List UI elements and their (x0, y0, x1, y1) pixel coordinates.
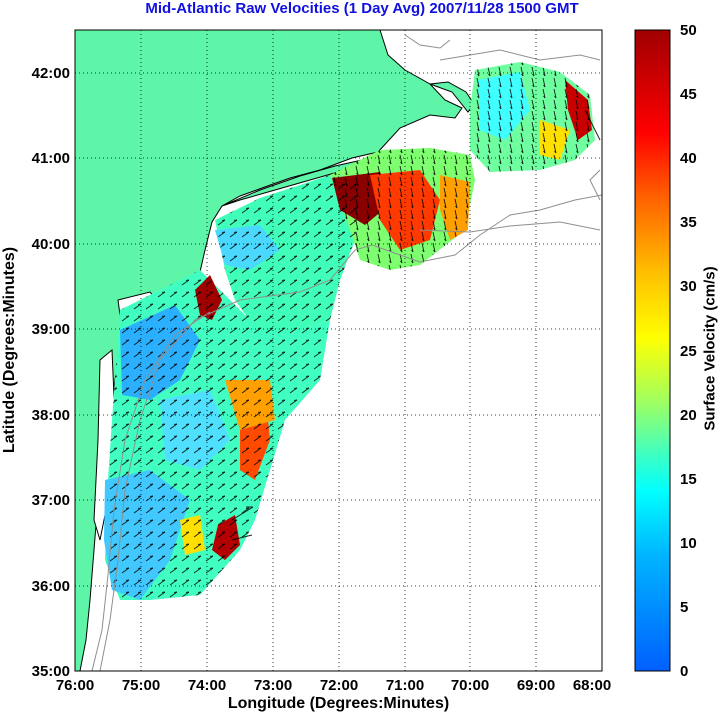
y-axis-label: Latitude (Degrees:Minutes) (1, 246, 18, 454)
y-tick-label: 35:00 (32, 663, 70, 680)
colorbar-tick-label: 20 (680, 407, 697, 424)
x-tick-label: 69:00 (517, 677, 555, 694)
colorbar-tick-label: 5 (680, 599, 688, 616)
colorbar-ticks: 0 5 10 15 20 25 30 35 40 45 50 (680, 22, 697, 680)
y-tick-label: 40:00 (32, 236, 70, 253)
colorbar-tick-label: 40 (680, 150, 697, 167)
colorbar-tick-label: 35 (680, 214, 697, 231)
map-title: Mid-Atlantic Raw Velocities (1 Day Avg) … (145, 0, 579, 17)
x-tick-label: 74:00 (188, 677, 226, 694)
x-axis-label: Longitude (Degrees:Minutes) (227, 695, 450, 712)
colorbar-tick-label: 15 (680, 471, 697, 488)
grid-lines (75, 30, 602, 671)
x-tick-label: 68:00 (573, 677, 611, 694)
colorbar-tick-label: 50 (680, 22, 697, 39)
y-tick-label: 39:00 (32, 321, 70, 338)
x-tick-label: 73:00 (254, 677, 292, 694)
velocity-vectors (105, 62, 601, 600)
x-tick-label: 75:00 (122, 677, 160, 694)
colorbar-label: Surface Velocity (cm/s) (701, 266, 719, 431)
y-tick-label: 41:00 (32, 150, 70, 167)
x-tick-label: 70:00 (451, 677, 489, 694)
y-tick-label: 36:00 (32, 578, 70, 595)
colorbar-tick-label: 10 (680, 535, 697, 552)
x-tick-label: 72:00 (320, 677, 358, 694)
colorbar-tick-label: 45 (680, 86, 697, 103)
chesapeake-bay (93, 348, 116, 541)
x-tick-label: 71:00 (386, 677, 424, 694)
x-axis: 76:00 75:00 74:00 73:00 72:00 71:00 70:0… (56, 677, 611, 694)
bathymetry-contours (91, 34, 602, 671)
y-tick-label: 37:00 (32, 492, 70, 509)
colorbar-tick-label: 30 (680, 278, 697, 295)
colorbar (634, 29, 671, 672)
y-tick-label: 38:00 (32, 407, 70, 424)
colorbar-tick-label: 0 (680, 663, 688, 680)
plot-frame (74, 29, 603, 672)
colorbar-tick-label: 25 (680, 343, 697, 360)
x-tick-label: 76:00 (56, 677, 94, 694)
y-tick-label: 42:00 (32, 65, 70, 82)
y-axis: 35:00 36:00 37:00 38:00 39:00 40:00 41:0… (32, 65, 70, 680)
